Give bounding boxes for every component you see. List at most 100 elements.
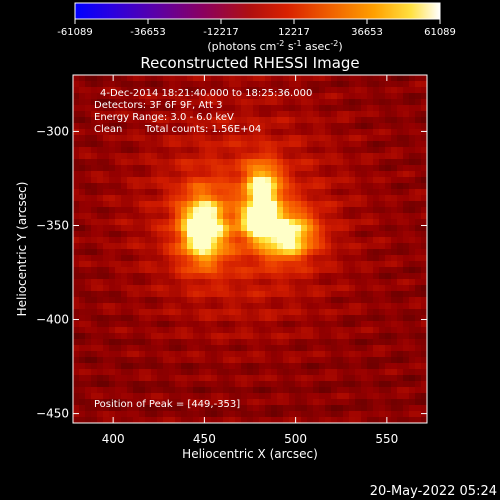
heatmap-cell xyxy=(193,411,200,418)
heatmap-cell xyxy=(157,189,164,196)
heatmap-cell xyxy=(361,105,368,112)
heatmap-cell xyxy=(403,207,410,214)
heatmap-cell xyxy=(97,339,104,346)
heatmap-cell xyxy=(223,351,230,358)
heatmap-cell xyxy=(115,135,122,142)
heatmap-cell xyxy=(331,351,338,358)
heatmap-cell xyxy=(271,369,278,376)
heatmap-cell xyxy=(205,321,212,328)
heatmap-cell xyxy=(373,333,380,340)
heatmap-cell xyxy=(133,147,140,154)
heatmap-cell xyxy=(403,309,410,316)
heatmap-cell xyxy=(385,207,392,214)
heatmap-cell xyxy=(271,315,278,322)
heatmap-cell xyxy=(367,285,374,292)
heatmap-cell xyxy=(139,399,146,406)
heatmap-cell xyxy=(127,87,134,94)
heatmap-cell xyxy=(343,315,350,322)
heatmap-cell xyxy=(277,147,284,154)
heatmap-cell xyxy=(349,117,356,124)
heatmap-cell xyxy=(235,393,242,400)
heatmap-cell xyxy=(301,111,308,118)
heatmap-cell xyxy=(421,369,427,376)
heatmap-cell xyxy=(235,297,242,304)
heatmap-cell xyxy=(337,225,344,232)
heatmap-cell xyxy=(103,219,110,226)
heatmap-cell xyxy=(349,111,356,118)
heatmap-cell xyxy=(151,357,158,364)
heatmap-cell xyxy=(133,225,140,232)
heatmap-cell xyxy=(193,339,200,346)
heatmap-cell xyxy=(253,207,260,214)
heatmap-cell xyxy=(193,261,200,268)
heatmap-cell xyxy=(205,207,212,214)
heatmap-cell xyxy=(265,171,272,178)
heatmap-cell xyxy=(367,87,374,94)
heatmap-cell xyxy=(325,159,332,166)
heatmap-cell xyxy=(385,327,392,334)
heatmap-cell xyxy=(79,405,86,412)
heatmap-cell xyxy=(205,231,212,238)
heatmap-cell xyxy=(247,369,254,376)
heatmap-cell xyxy=(349,369,356,376)
heatmap-cell xyxy=(385,219,392,226)
heatmap-cell xyxy=(247,165,254,172)
heatmap-cell xyxy=(397,297,404,304)
heatmap-cell xyxy=(385,111,392,118)
heatmap-cell xyxy=(259,357,266,364)
heatmap-cell xyxy=(421,105,427,112)
heatmap-cell xyxy=(361,87,368,94)
heatmap-cell xyxy=(163,369,170,376)
heatmap-cell xyxy=(163,117,170,124)
heatmap-cell xyxy=(391,207,398,214)
heatmap-cell xyxy=(175,165,182,172)
heatmap-cell xyxy=(169,315,176,322)
heatmap-cell xyxy=(175,285,182,292)
heatmap-cell xyxy=(91,183,98,190)
heatmap-cell xyxy=(241,417,248,423)
heatmap-cell xyxy=(205,105,212,112)
heatmap-cell xyxy=(211,99,218,106)
heatmap-cell xyxy=(217,321,224,328)
heatmap-cell xyxy=(283,135,290,142)
heatmap-cell xyxy=(223,171,230,178)
heatmap-cell xyxy=(79,201,86,208)
heatmap-cell xyxy=(127,141,134,148)
heatmap-cell xyxy=(379,141,386,148)
heatmap-cell xyxy=(271,117,278,124)
heatmap-cell xyxy=(109,123,116,130)
heatmap-cell xyxy=(73,333,80,340)
heatmap-cell xyxy=(181,75,188,82)
heatmap-cell xyxy=(205,381,212,388)
heatmap-cell xyxy=(193,375,200,382)
heatmap-cell xyxy=(217,207,224,214)
heatmap-cell xyxy=(337,315,344,322)
heatmap-cell xyxy=(73,225,80,232)
heatmap-cell xyxy=(409,417,416,423)
heatmap-cell xyxy=(151,243,158,250)
heatmap-cell xyxy=(121,111,128,118)
heatmap-cell xyxy=(247,177,254,184)
heatmap-cell xyxy=(355,99,362,106)
heatmap-cell xyxy=(127,231,134,238)
heatmap-cell xyxy=(331,237,338,244)
heatmap-cell xyxy=(253,159,260,166)
heatmap-cell xyxy=(151,261,158,268)
heatmap-cell xyxy=(409,93,416,100)
heatmap-cell xyxy=(373,291,380,298)
heatmap-cell xyxy=(205,315,212,322)
heatmap-cell xyxy=(127,393,134,400)
heatmap-cell xyxy=(175,189,182,196)
heatmap-cell xyxy=(385,213,392,220)
heatmap-cell xyxy=(73,399,80,406)
heatmap-cell xyxy=(97,141,104,148)
heatmap-cell xyxy=(151,393,158,400)
heatmap-cell xyxy=(307,243,314,250)
heatmap-cell xyxy=(223,411,230,418)
heatmap-cell xyxy=(79,315,86,322)
heatmap-cell xyxy=(223,291,230,298)
heatmap-cell xyxy=(205,291,212,298)
heatmap-cell xyxy=(409,267,416,274)
heatmap-cell xyxy=(331,99,338,106)
heatmap-cell xyxy=(205,339,212,346)
